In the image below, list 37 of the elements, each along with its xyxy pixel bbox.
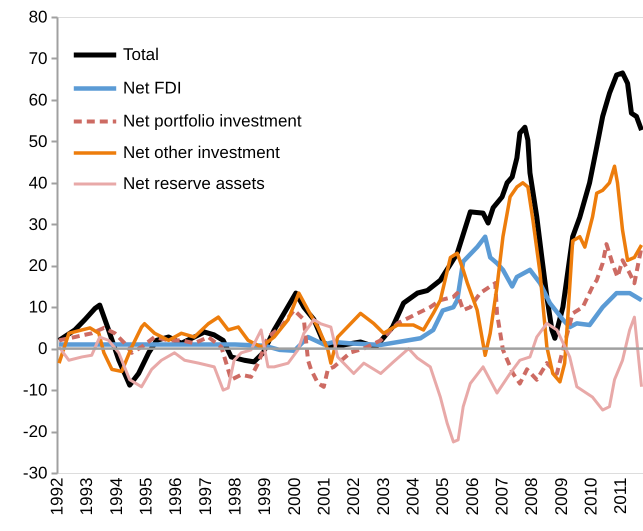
y-tick-label: 20 xyxy=(28,256,48,276)
x-tick-label: 2009 xyxy=(552,478,571,516)
legend-label: Net FDI xyxy=(123,78,182,98)
x-tick-label: 2005 xyxy=(433,478,452,516)
x-tick-label: 2001 xyxy=(314,478,334,516)
x-tick-label: 2002 xyxy=(344,478,364,516)
y-tick-label: -30 xyxy=(22,464,48,482)
x-tick-label: 1994 xyxy=(106,478,126,516)
x-tick-label: 1993 xyxy=(77,478,96,516)
y-tick-label: 0 xyxy=(38,339,48,358)
y-tick-label: -20 xyxy=(22,422,48,442)
y-tick-label: 70 xyxy=(28,48,48,68)
x-tick-label: 1995 xyxy=(136,478,156,516)
x-tick-label: 2008 xyxy=(522,478,542,516)
x-tick-label: 2000 xyxy=(284,478,304,516)
x-tick-label: 1992 xyxy=(48,478,66,516)
y-tick-label: 40 xyxy=(28,173,48,192)
y-tick-label: 10 xyxy=(28,298,48,317)
x-tick-label: 2011 xyxy=(611,478,630,514)
x-tick-label: 1997 xyxy=(196,478,215,516)
y-tick-label: 80 xyxy=(28,8,48,26)
x-tick-label: 2006 xyxy=(462,478,482,516)
x-tick-label: 1998 xyxy=(226,478,245,516)
legend-label: Net reserve assets xyxy=(123,174,265,193)
y-tick-label: 60 xyxy=(28,90,48,110)
legend-label: Net other investment xyxy=(123,143,280,162)
y-tick-label: 50 xyxy=(28,132,48,151)
y-tick-label: -10 xyxy=(22,380,48,400)
x-tick-label: 2007 xyxy=(492,478,512,516)
y-tick-label: 30 xyxy=(28,214,48,234)
legend-label: Net portfolio investment xyxy=(123,112,302,130)
x-tick-label: 2004 xyxy=(404,478,423,516)
legend-label: Total xyxy=(123,45,159,64)
x-tick-label: 2010 xyxy=(582,478,601,516)
x-tick-label: 2003 xyxy=(374,478,393,516)
x-tick-label: 1999 xyxy=(255,478,274,516)
x-tick-label: 1996 xyxy=(166,478,186,516)
